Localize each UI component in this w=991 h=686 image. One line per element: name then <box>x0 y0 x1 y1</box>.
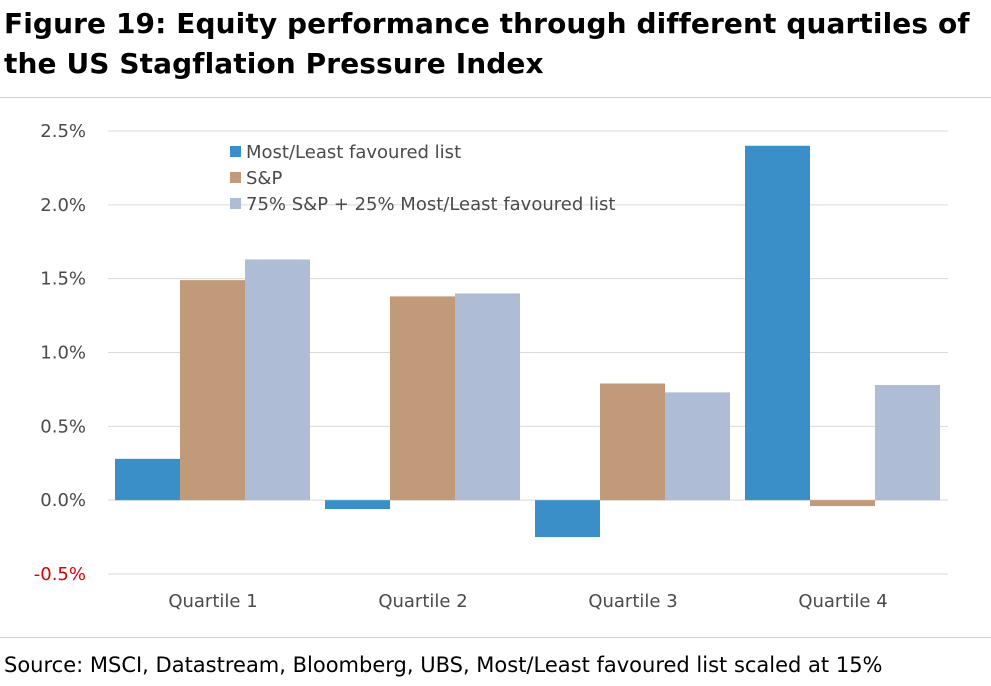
legend-swatch <box>230 172 241 183</box>
x-axis-category-labels: Quartile 1 Quartile 2 Quartile 3 Quartile 4 <box>168 591 887 612</box>
title-divider <box>0 97 991 98</box>
y-tick-label: 2.5% <box>40 121 86 142</box>
y-tick-label: 1.5% <box>40 269 86 290</box>
bar <box>745 145 810 501</box>
legend-swatch <box>230 198 241 209</box>
bar-chart: 2.5% 2.0% 1.5% 1.0% 0.5% 0.0% -0.5% Quartile 1… <box>34 121 948 612</box>
y-tick-label: 0.5% <box>40 416 86 437</box>
bars <box>115 145 940 538</box>
y-axis-tick-labels: 2.5% 2.0% 1.5% 1.0% 0.5% 0.0% -0.5% <box>34 121 86 585</box>
y-tick-label: 1.0% <box>40 343 86 364</box>
x-category-label: Quartile 3 <box>588 591 677 612</box>
y-tick-label: 2.0% <box>40 195 86 216</box>
bar <box>600 383 665 501</box>
bar <box>245 259 310 501</box>
source-divider <box>0 637 991 638</box>
legend: Most/Least favoured list S&P 75% S&P + 25%… <box>230 142 615 215</box>
bar <box>875 384 940 501</box>
bar <box>325 500 390 510</box>
bar <box>810 500 875 507</box>
figure-title: Figure 19: Equity performance through di… <box>4 7 970 80</box>
bar <box>180 280 245 501</box>
y-tick-label: 0.0% <box>40 490 86 511</box>
bar <box>455 293 520 501</box>
legend-label: S&P <box>246 168 282 189</box>
legend-label: Most/Least favoured list <box>246 142 461 163</box>
bar <box>665 392 730 501</box>
x-category-label: Quartile 1 <box>168 591 257 612</box>
y-tick-label: -0.5% <box>34 564 86 585</box>
figure-source: Source: MSCI, Datastream, Bloomberg, UBS… <box>4 653 883 677</box>
bar <box>535 500 600 538</box>
bar <box>115 458 180 501</box>
legend-label: 75% S&P + 25% Most/Least favoured list <box>246 194 615 215</box>
bar <box>390 296 455 501</box>
legend-swatch <box>230 146 241 157</box>
x-category-label: Quartile 2 <box>378 591 467 612</box>
x-category-label: Quartile 4 <box>798 591 887 612</box>
